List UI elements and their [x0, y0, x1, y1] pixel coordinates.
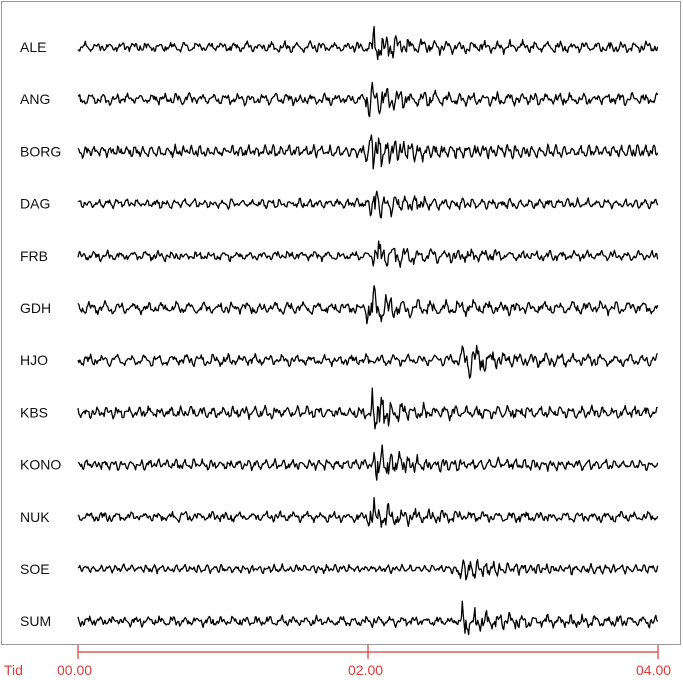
- trace-frb: [77, 240, 659, 268]
- time-axis: Tid 00.00 02.00 04.00: [4, 645, 671, 678]
- station-label-borg: BORG: [20, 143, 61, 159]
- station-label-frb: FRB: [20, 248, 48, 264]
- trace-ang: [77, 81, 659, 118]
- trace-borg: [77, 134, 659, 170]
- tick-label-0400: 04.00: [636, 662, 671, 678]
- station-label-kbs: KBS: [20, 404, 48, 420]
- trace-nuk: [77, 496, 659, 528]
- station-label-gdh: GDH: [20, 300, 51, 316]
- trace-group: [77, 25, 659, 636]
- station-label-sum: SUM: [20, 613, 51, 629]
- station-labels: ALE ANG BORG DAG FRB GDH HJO KBS KONO NUK SOE SUM: [20, 39, 61, 629]
- station-label-ale: ALE: [20, 39, 46, 55]
- station-label-ang: ANG: [20, 91, 50, 107]
- station-label-nuk: NUK: [20, 509, 50, 525]
- station-label-soe: SOE: [20, 561, 50, 577]
- trace-sum: [77, 600, 659, 636]
- trace-kono: [77, 444, 659, 481]
- trace-hjo: [77, 344, 659, 379]
- plot-frame: [1, 1, 681, 645]
- x-axis-label: Tid: [4, 662, 23, 678]
- trace-kbs: [77, 387, 658, 430]
- trace-gdh: [77, 285, 659, 325]
- trace-soe: [77, 559, 659, 581]
- trace-ale: [77, 25, 659, 61]
- tick-label-0000: 00.00: [57, 662, 92, 678]
- station-label-dag: DAG: [20, 196, 50, 212]
- trace-dag: [78, 190, 659, 219]
- tick-label-0200: 02.00: [348, 662, 383, 678]
- station-label-hjo: HJO: [20, 352, 48, 368]
- station-label-kono: KONO: [20, 457, 61, 473]
